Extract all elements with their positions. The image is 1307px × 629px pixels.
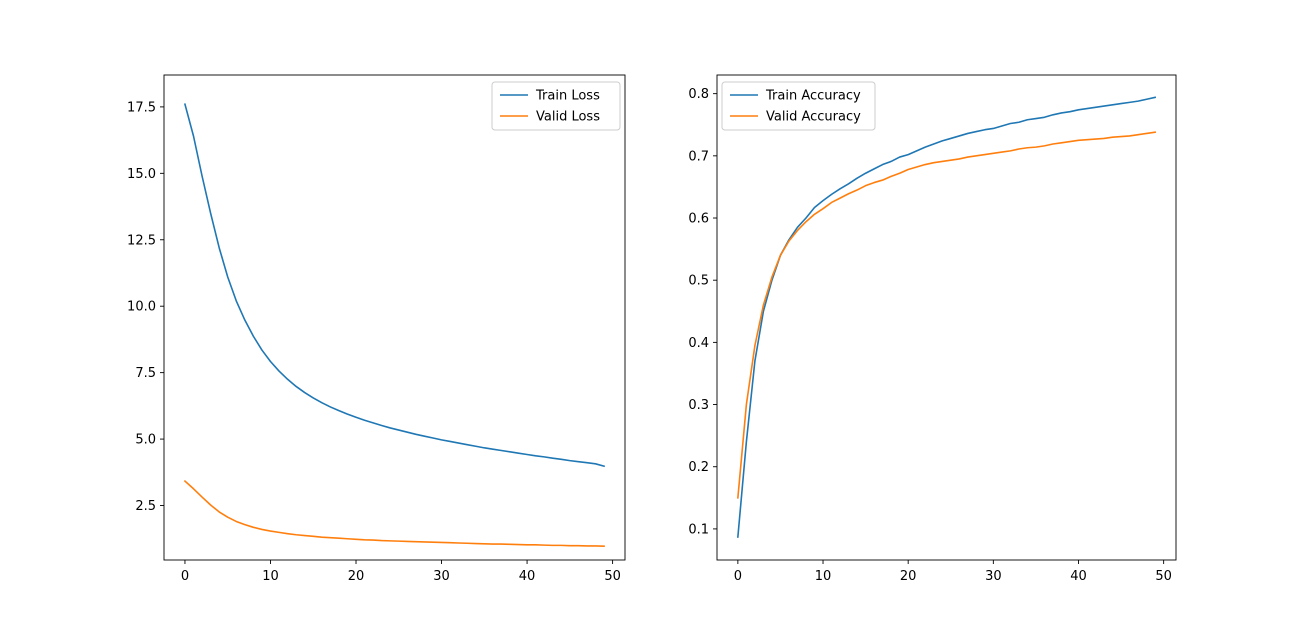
y-tick-label: 15.0 [127, 167, 156, 182]
x-tick-label: 50 [604, 569, 621, 584]
y-tick-label: 5.0 [135, 433, 156, 448]
x-tick-label: 30 [985, 569, 1002, 584]
axes-frame [716, 74, 1177, 561]
x-tick-label: 40 [1070, 569, 1087, 584]
x-tick-label: 30 [433, 569, 450, 584]
y-tick-label: 0.8 [688, 87, 709, 102]
x-tick-label: 0 [734, 569, 742, 584]
y-tick-label: 17.5 [127, 100, 156, 115]
axes-frame [163, 74, 626, 561]
x-tick-label: 10 [262, 569, 279, 584]
legend-label: Train Accuracy [765, 89, 861, 104]
series-line-2-2 [736, 131, 1157, 499]
y-tick-label: 7.5 [135, 366, 156, 381]
series-line-1-1 [183, 103, 606, 468]
legend-box [491, 81, 621, 131]
y-tick-label: 0.7 [688, 149, 709, 164]
series-line-2-1 [736, 96, 1157, 538]
chart-panel-2: 0 10 20 30 40 50 0.1 0.2 0.3 0.4 0.5 0.6 0.7 0.8 Train… [688, 74, 1177, 584]
legend-label: Train Loss [535, 89, 600, 104]
y-tick-label: 10.0 [127, 300, 156, 315]
chart-panel-1: 0 10 20 30 40 50 2.5 5.0 7.5 10.0 12.5 15.0 17.5 Trai… [127, 74, 626, 584]
legend: Train Accuracy Valid Accuracy [721, 81, 876, 131]
legend-box [721, 81, 876, 131]
y-tick-label: 0.4 [688, 336, 709, 351]
y-tick-label: 0.3 [688, 398, 709, 413]
x-tick-label: 40 [519, 569, 536, 584]
legend-label: Valid Loss [536, 110, 600, 125]
x-tick-label: 20 [348, 569, 365, 584]
legend: Train Loss Valid Loss [491, 81, 621, 131]
y-tick-label: 12.5 [127, 233, 156, 248]
y-tick-label: 0.1 [688, 522, 709, 537]
x-tick-label: 50 [1155, 569, 1172, 584]
x-tick-label: 10 [815, 569, 832, 584]
x-tick-label: 0 [181, 569, 189, 584]
y-tick-label: 0.6 [688, 212, 709, 227]
legend-label: Valid Accuracy [766, 110, 861, 125]
y-tick-label: 0.2 [688, 460, 709, 475]
y-tick-label: 0.5 [688, 274, 709, 289]
series-line-1-2 [183, 479, 605, 548]
x-tick-label: 20 [900, 569, 917, 584]
y-tick-label: 2.5 [135, 499, 156, 514]
